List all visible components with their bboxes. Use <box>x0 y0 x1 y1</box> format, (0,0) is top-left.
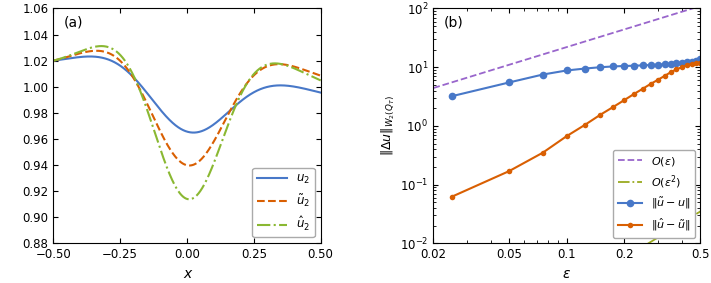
$O(\epsilon)$ <box>659 16 668 19</box>
$\hat{u}_2$ <box>172 186 181 190</box>
$u_2$ <box>179 128 188 132</box>
$u_2$ <box>49 59 58 62</box>
$u_2$ <box>316 91 325 94</box>
$O(\epsilon)$ <box>704 2 711 5</box>
$\|\hat{u} - \tilde{u}\|$ <box>683 64 691 67</box>
$\|\hat{u} - \tilde{u}\|$ <box>538 151 547 155</box>
$\|\hat{u} - \tilde{u}\|$ <box>505 170 513 173</box>
$O(\epsilon^2)$ <box>588 276 597 279</box>
$\|\tilde{u} - u\|$ <box>678 61 686 65</box>
$\|\tilde{u} - u\|$ <box>596 66 604 69</box>
Text: (b): (b) <box>444 16 464 29</box>
$\hat{u}_2$ <box>309 75 317 79</box>
$\|\tilde{u} - u\|$ <box>505 81 513 84</box>
$\|\tilde{u} - u\|$ <box>638 64 647 67</box>
$\|\tilde{u} - u\|$ <box>696 57 705 60</box>
$u_2$ <box>309 89 317 93</box>
$O(\epsilon^2)$ <box>659 232 668 236</box>
$\|\tilde{u} - u\|$ <box>447 95 456 98</box>
$\tilde{u}_2$ <box>309 71 317 75</box>
$\|\hat{u} - \tilde{u}\|$ <box>646 82 655 85</box>
$O(\epsilon^2)$ <box>678 221 686 225</box>
$\tilde{u}_2$ <box>179 162 188 166</box>
$\hat{u}_2$ <box>185 198 193 201</box>
$O(\epsilon^2)$ <box>594 273 602 276</box>
Line: $\hat{u}_2$: $\hat{u}_2$ <box>53 46 321 199</box>
$\|\tilde{u} - u\|$ <box>683 61 691 64</box>
$\|\hat{u} - \tilde{u}\|$ <box>562 134 571 138</box>
Line: $O(\epsilon)$: $O(\epsilon)$ <box>424 4 708 91</box>
X-axis label: $\epsilon$: $\epsilon$ <box>562 267 571 281</box>
Line: $\|\hat{u} - \tilde{u}\|$: $\|\hat{u} - \tilde{u}\|$ <box>449 60 703 200</box>
$\hat{u}_2$ <box>316 79 325 82</box>
$O(\epsilon)$ <box>421 89 429 92</box>
$\|\tilde{u} - u\|$ <box>630 64 638 67</box>
$\|\tilde{u} - u\|$ <box>692 59 700 62</box>
$\|\tilde{u} - u\|$ <box>538 73 547 76</box>
$\tilde{u}_2$ <box>185 164 193 167</box>
$\|\hat{u} - \tilde{u}\|$ <box>581 123 589 127</box>
$\|\hat{u} - \tilde{u}\|$ <box>688 62 696 66</box>
Line: $\tilde{u}_2$: $\tilde{u}_2$ <box>53 51 321 166</box>
$u_2$ <box>85 55 94 58</box>
$\|\hat{u} - \tilde{u}\|$ <box>696 61 705 64</box>
$O(\epsilon^2)$ <box>704 205 711 208</box>
$\|\hat{u} - \tilde{u}\|$ <box>630 92 638 96</box>
Line: $u_2$: $u_2$ <box>53 57 321 133</box>
Line: $O(\epsilon^2)$: $O(\epsilon^2)$ <box>424 207 708 283</box>
$u_2$ <box>172 124 181 128</box>
$\tilde{u}_2$ <box>316 74 325 77</box>
$\|\hat{u} - \tilde{u}\|$ <box>672 68 680 71</box>
$\tilde{u}_2$ <box>92 49 101 52</box>
$\|\tilde{u} - u\|$ <box>581 67 589 70</box>
$\|\tilde{u} - u\|$ <box>562 69 571 72</box>
$\tilde{u}_2$ <box>49 59 58 62</box>
$\tilde{u}_2$ <box>63 55 71 59</box>
$u_2$ <box>309 89 317 93</box>
$\|\hat{u} - \tilde{u}\|$ <box>692 61 700 65</box>
$\|\hat{u} - \tilde{u}\|$ <box>661 74 669 78</box>
Legend: $u_2$, $\tilde{u}_2$, $\hat{u}_2$: $u_2$, $\tilde{u}_2$, $\hat{u}_2$ <box>252 168 315 237</box>
$\|\tilde{u} - u\|$ <box>609 65 617 68</box>
$u_2$ <box>260 86 268 89</box>
$\|\tilde{u} - u\|$ <box>688 60 696 63</box>
$\|\hat{u} - \tilde{u}\|$ <box>620 98 629 102</box>
$u_2$ <box>63 57 71 61</box>
$\hat{u}_2$ <box>63 55 71 58</box>
Legend: $O(\epsilon)$, $O(\epsilon^2)$, $\|\tilde{u} - u\|$, $\|\hat{u} - \tilde{u}\|$: $O(\epsilon)$, $O(\epsilon^2)$, $\|\tild… <box>613 150 695 238</box>
$O(\epsilon)$ <box>588 38 597 41</box>
$\|\hat{u} - \tilde{u}\|$ <box>666 70 675 74</box>
$\|\hat{u} - \tilde{u}\|$ <box>638 87 647 91</box>
$\|\tilde{u} - u\|$ <box>672 62 680 65</box>
$\|\hat{u} - \tilde{u}\|$ <box>596 113 604 117</box>
$O(\epsilon)$ <box>589 37 597 41</box>
$\|\tilde{u} - u\|$ <box>653 63 662 67</box>
$\|\hat{u} - \tilde{u}\|$ <box>653 78 662 82</box>
$O(\epsilon)$ <box>678 10 686 14</box>
$\hat{u}_2$ <box>260 64 268 68</box>
Line: $\|\tilde{u} - u\|$: $\|\tilde{u} - u\|$ <box>448 55 704 100</box>
$O(\epsilon)$ <box>420 89 429 93</box>
$O(\epsilon)$ <box>594 36 602 39</box>
Text: (a): (a) <box>64 16 83 29</box>
$\|\tilde{u} - u\|$ <box>666 62 675 66</box>
$\hat{u}_2$ <box>179 195 188 199</box>
$\|\hat{u} - \tilde{u}\|$ <box>609 105 617 109</box>
$O(\epsilon^2)$ <box>589 275 597 279</box>
$\|\hat{u} - \tilde{u}\|$ <box>447 195 456 199</box>
$\hat{u}_2$ <box>49 59 58 62</box>
$\|\tilde{u} - u\|$ <box>661 63 669 66</box>
$\|\hat{u} - \tilde{u}\|$ <box>678 66 686 69</box>
$\hat{u}_2$ <box>97 44 106 48</box>
X-axis label: x: x <box>183 267 191 281</box>
$\hat{u}_2$ <box>309 75 317 79</box>
$u_2$ <box>189 131 198 134</box>
$\tilde{u}_2$ <box>172 156 181 160</box>
Y-axis label: $\|\Delta u\|_{W_2(Q_T)}$: $\|\Delta u\|_{W_2(Q_T)}$ <box>379 95 397 156</box>
$\|\tilde{u} - u\|$ <box>646 63 655 67</box>
$\|\tilde{u} - u\|$ <box>620 64 629 68</box>
$\tilde{u}_2$ <box>260 66 268 69</box>
$\tilde{u}_2$ <box>309 71 317 75</box>
